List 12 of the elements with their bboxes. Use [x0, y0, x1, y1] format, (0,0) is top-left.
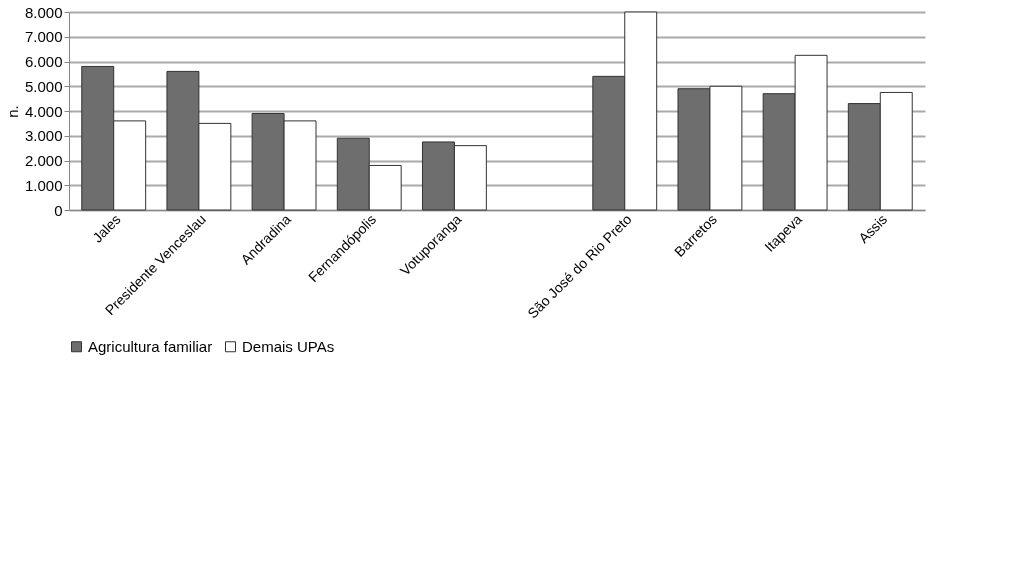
y-tick-label: 0: [54, 201, 63, 219]
y-tick-label: 4.000: [24, 102, 63, 120]
y-tick-label: 8.000: [24, 3, 63, 21]
y-tick-label: 5.000: [24, 77, 63, 95]
y-axis-title: n.: [3, 105, 21, 118]
legend-label: Demais UPAs: [242, 337, 335, 355]
legend-label: Agricultura familiar: [88, 337, 213, 355]
y-tick-label: 7.000: [24, 28, 63, 46]
y-tick-label: 6.000: [24, 53, 63, 70]
y-tick-label: 3.000: [24, 127, 63, 145]
y-tick-label: 1.000: [24, 176, 63, 194]
y-tick-label: 2.000: [24, 152, 63, 169]
